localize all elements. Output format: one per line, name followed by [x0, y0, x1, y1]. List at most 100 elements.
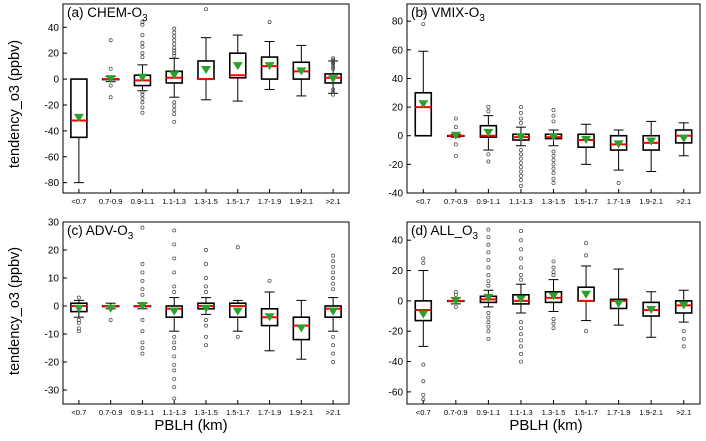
outlier-point	[108, 38, 113, 43]
outlier-point	[172, 100, 177, 105]
outlier-point	[140, 346, 145, 350]
outlier-point	[331, 59, 336, 63]
y-tick-label: -10	[45, 330, 60, 341]
outlier-point	[518, 273, 523, 278]
panel-title-subscript: 3	[142, 13, 148, 24]
outlier-point	[551, 317, 556, 322]
mean-marker	[418, 100, 429, 109]
outlier-point	[172, 362, 177, 367]
outlier-point	[331, 351, 336, 356]
outlier-point	[486, 152, 491, 157]
outlier-point	[331, 253, 336, 258]
outlier-point	[518, 148, 523, 152]
outlier-point	[421, 392, 426, 397]
outlier-point	[172, 346, 177, 350]
mean-marker	[137, 73, 148, 82]
box-2	[447, 289, 465, 309]
x-tick-label: 1.1-1.3	[162, 197, 186, 206]
x-axis-label-left: PBLH (km)	[154, 417, 227, 434]
mean-marker	[73, 113, 84, 122]
outlier-point	[551, 273, 556, 278]
box-9	[674, 289, 693, 349]
outlier-point	[421, 362, 426, 367]
mean-marker	[232, 62, 243, 71]
outlier-point	[331, 276, 336, 280]
outlier-point	[681, 336, 686, 341]
x-tick-label: 0.9-1.1	[131, 197, 155, 206]
outlier-point	[172, 46, 177, 50]
outlier-point	[108, 318, 113, 322]
outlier-point	[76, 320, 81, 325]
x-tick-label: 1.9-2.1	[639, 408, 663, 417]
outlier-point	[172, 119, 177, 124]
outlier-point	[108, 83, 113, 88]
outlier-point	[76, 326, 81, 331]
mean-marker	[418, 310, 429, 319]
y-tick-label: 80	[392, 17, 404, 28]
outlier-point	[108, 95, 113, 100]
mean-marker	[328, 307, 339, 316]
outlier-point	[551, 176, 556, 181]
panel-1: (a) CHEM-O3 -80 -60 -40 -20 0 20 40 <0.7 0.7-0.9 0…	[45, 3, 350, 206]
outlier-point	[140, 96, 145, 101]
outlier-point	[108, 66, 113, 71]
outlier-point	[421, 10, 426, 15]
outlier-point	[172, 53, 177, 58]
x-tick-label: 1.5-1.7	[226, 197, 250, 206]
outlier-point	[551, 158, 556, 163]
outlier-point	[518, 160, 523, 165]
outlier-point	[584, 253, 589, 258]
outlier-point	[551, 259, 556, 264]
x-tick-label: 1.7-1.9	[258, 408, 282, 417]
y-tick-label: -40	[389, 189, 404, 200]
outlier-point	[486, 227, 491, 232]
box-5	[197, 248, 215, 348]
x-tick-label: 1.3-1.5	[542, 408, 566, 417]
outlier-point	[76, 318, 81, 322]
outlier-point	[172, 284, 177, 289]
mean-marker	[646, 137, 657, 146]
x-tick-label: <0.7	[71, 408, 86, 417]
box-iqr	[414, 91, 433, 137]
x-tick-label: 1.5-1.7	[574, 197, 598, 206]
outlier-point	[331, 270, 336, 275]
mean-marker	[264, 62, 275, 71]
box-3	[133, 20, 152, 115]
outlier-point	[204, 284, 208, 289]
box-9	[674, 122, 693, 157]
x-tick-label: >2.1	[676, 408, 691, 417]
y-axis-label-bottom: tendency_o3 (ppbv)	[7, 247, 23, 375]
outlier-point	[331, 287, 336, 292]
panel-title: (d) ALL_O3	[411, 223, 479, 242]
mean-marker	[169, 71, 180, 80]
mean-marker	[678, 301, 689, 310]
box-5	[544, 108, 563, 185]
outlier-point	[518, 265, 523, 270]
x-tick-label: >2.1	[326, 408, 341, 417]
y-tick-label: 10	[48, 274, 60, 285]
outlier-point	[551, 166, 556, 171]
mean-marker	[483, 293, 494, 302]
box-6	[577, 123, 595, 165]
outlier-point	[172, 38, 177, 43]
x-axis-label-right: PBLH (km)	[509, 417, 582, 434]
outlier-point	[140, 51, 145, 56]
panel-title-main: (c) ADV-O	[67, 223, 128, 238]
outlier-point	[140, 287, 145, 292]
outlier-point	[421, 397, 426, 402]
outlier-point	[518, 338, 523, 343]
box-2	[101, 302, 120, 322]
outlier-point	[172, 26, 177, 31]
panel-title-main: (b) VMIX-O	[411, 5, 479, 20]
outlier-point	[140, 55, 145, 60]
outlier-point	[331, 87, 336, 92]
outlier-point	[140, 92, 145, 97]
outlier-point	[486, 336, 491, 341]
outlier-point	[172, 112, 177, 116]
outlier-point	[331, 264, 336, 269]
outlier-point	[518, 238, 523, 243]
outlier-point	[486, 235, 491, 240]
outlier-point	[204, 248, 208, 252]
